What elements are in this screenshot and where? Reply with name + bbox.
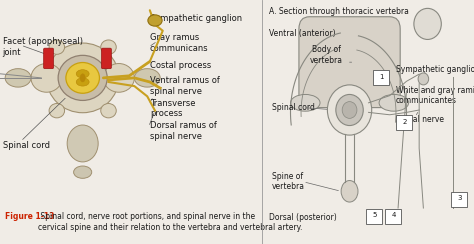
Ellipse shape [291,94,320,111]
Ellipse shape [76,78,89,86]
Ellipse shape [134,69,160,87]
Ellipse shape [46,43,119,113]
Text: Sympathetic ganglion: Sympathetic ganglion [396,65,474,74]
FancyBboxPatch shape [385,209,401,224]
Text: Dorsal ramus of
spinal nerve: Dorsal ramus of spinal nerve [150,122,217,141]
Ellipse shape [101,40,116,54]
FancyBboxPatch shape [451,192,466,207]
Text: Body of
vertebra: Body of vertebra [310,45,343,65]
Text: Ventral (anterior): Ventral (anterior) [269,29,336,38]
Ellipse shape [101,103,116,118]
Text: Figure 1-13: Figure 1-13 [5,212,55,221]
Ellipse shape [76,70,89,78]
Text: A. Section through thoracic vertebra: A. Section through thoracic vertebra [269,7,409,16]
Ellipse shape [414,8,441,40]
Ellipse shape [80,74,85,82]
Text: 5: 5 [373,212,377,218]
Text: Facet (apophyseal)
joint: Facet (apophyseal) joint [2,37,82,57]
Text: Spine of
vertebra: Spine of vertebra [272,172,304,192]
Text: Spinal cord: Spinal cord [2,141,50,150]
Text: 3: 3 [457,195,462,202]
Ellipse shape [73,166,91,178]
Ellipse shape [67,125,98,162]
FancyBboxPatch shape [366,209,382,224]
Text: White and gray rami
communicantes: White and gray rami communicantes [396,86,474,105]
Ellipse shape [58,55,107,101]
Ellipse shape [341,181,358,202]
Ellipse shape [31,63,62,92]
Ellipse shape [49,103,64,118]
Text: Ventral ramus of
spinal nerve: Ventral ramus of spinal nerve [150,76,220,96]
Ellipse shape [5,69,31,87]
Text: Costal process: Costal process [150,61,211,70]
Ellipse shape [336,94,363,125]
Text: Sympathetic ganglion: Sympathetic ganglion [150,14,242,23]
Ellipse shape [148,15,162,26]
Text: 1: 1 [379,73,383,80]
Ellipse shape [379,94,409,111]
FancyBboxPatch shape [44,48,54,69]
Text: Transverse
process: Transverse process [150,99,195,118]
Ellipse shape [103,63,134,92]
FancyBboxPatch shape [299,17,400,108]
Text: Gray ramus
communicans: Gray ramus communicans [150,33,209,53]
FancyBboxPatch shape [373,70,389,85]
Text: 4: 4 [392,212,396,218]
Ellipse shape [328,85,372,135]
FancyBboxPatch shape [101,48,111,69]
Ellipse shape [66,62,100,93]
Ellipse shape [418,73,428,85]
Text: Spinal nerve: Spinal nerve [396,115,444,124]
Ellipse shape [49,40,64,54]
Text: Spinal cord, nerve root portions, and spinal nerve in the
cervical spine and the: Spinal cord, nerve root portions, and sp… [38,212,302,232]
Text: Spinal cord: Spinal cord [272,103,314,112]
FancyBboxPatch shape [396,115,412,130]
Ellipse shape [342,102,357,118]
Text: 2: 2 [402,119,407,125]
Text: Dorsal (posterior): Dorsal (posterior) [269,214,337,222]
